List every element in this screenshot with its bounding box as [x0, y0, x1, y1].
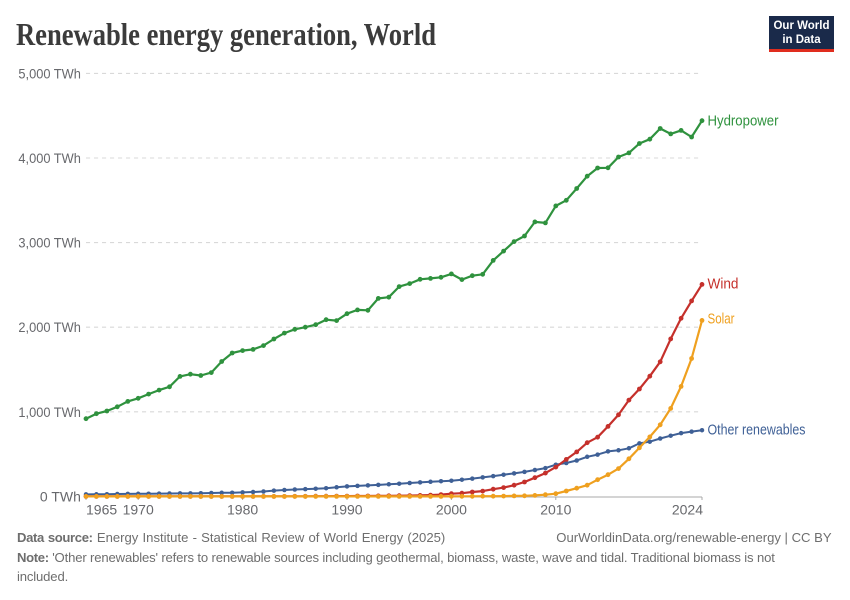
svg-text:1980: 1980 [227, 502, 258, 518]
svg-text:1970: 1970 [123, 502, 154, 518]
svg-text:1,000 TWh: 1,000 TWh [18, 404, 81, 420]
svg-text:4,000 TWh: 4,000 TWh [18, 150, 81, 166]
svg-text:5,000 TWh: 5,000 TWh [18, 65, 81, 81]
svg-text:Other renewables: Other renewables [708, 423, 806, 439]
svg-text:2010: 2010 [540, 502, 571, 518]
svg-text:3,000 TWh: 3,000 TWh [18, 235, 81, 251]
svg-text:1965: 1965 [86, 502, 117, 518]
svg-text:2,000 TWh: 2,000 TWh [18, 319, 81, 335]
svg-text:2024: 2024 [672, 502, 703, 518]
svg-text:Wind: Wind [708, 277, 739, 293]
svg-text:Hydropower: Hydropower [708, 114, 779, 130]
svg-text:Solar: Solar [708, 312, 735, 328]
svg-text:0 TWh: 0 TWh [40, 488, 81, 504]
svg-text:2000: 2000 [436, 502, 467, 518]
svg-text:1990: 1990 [331, 502, 362, 518]
